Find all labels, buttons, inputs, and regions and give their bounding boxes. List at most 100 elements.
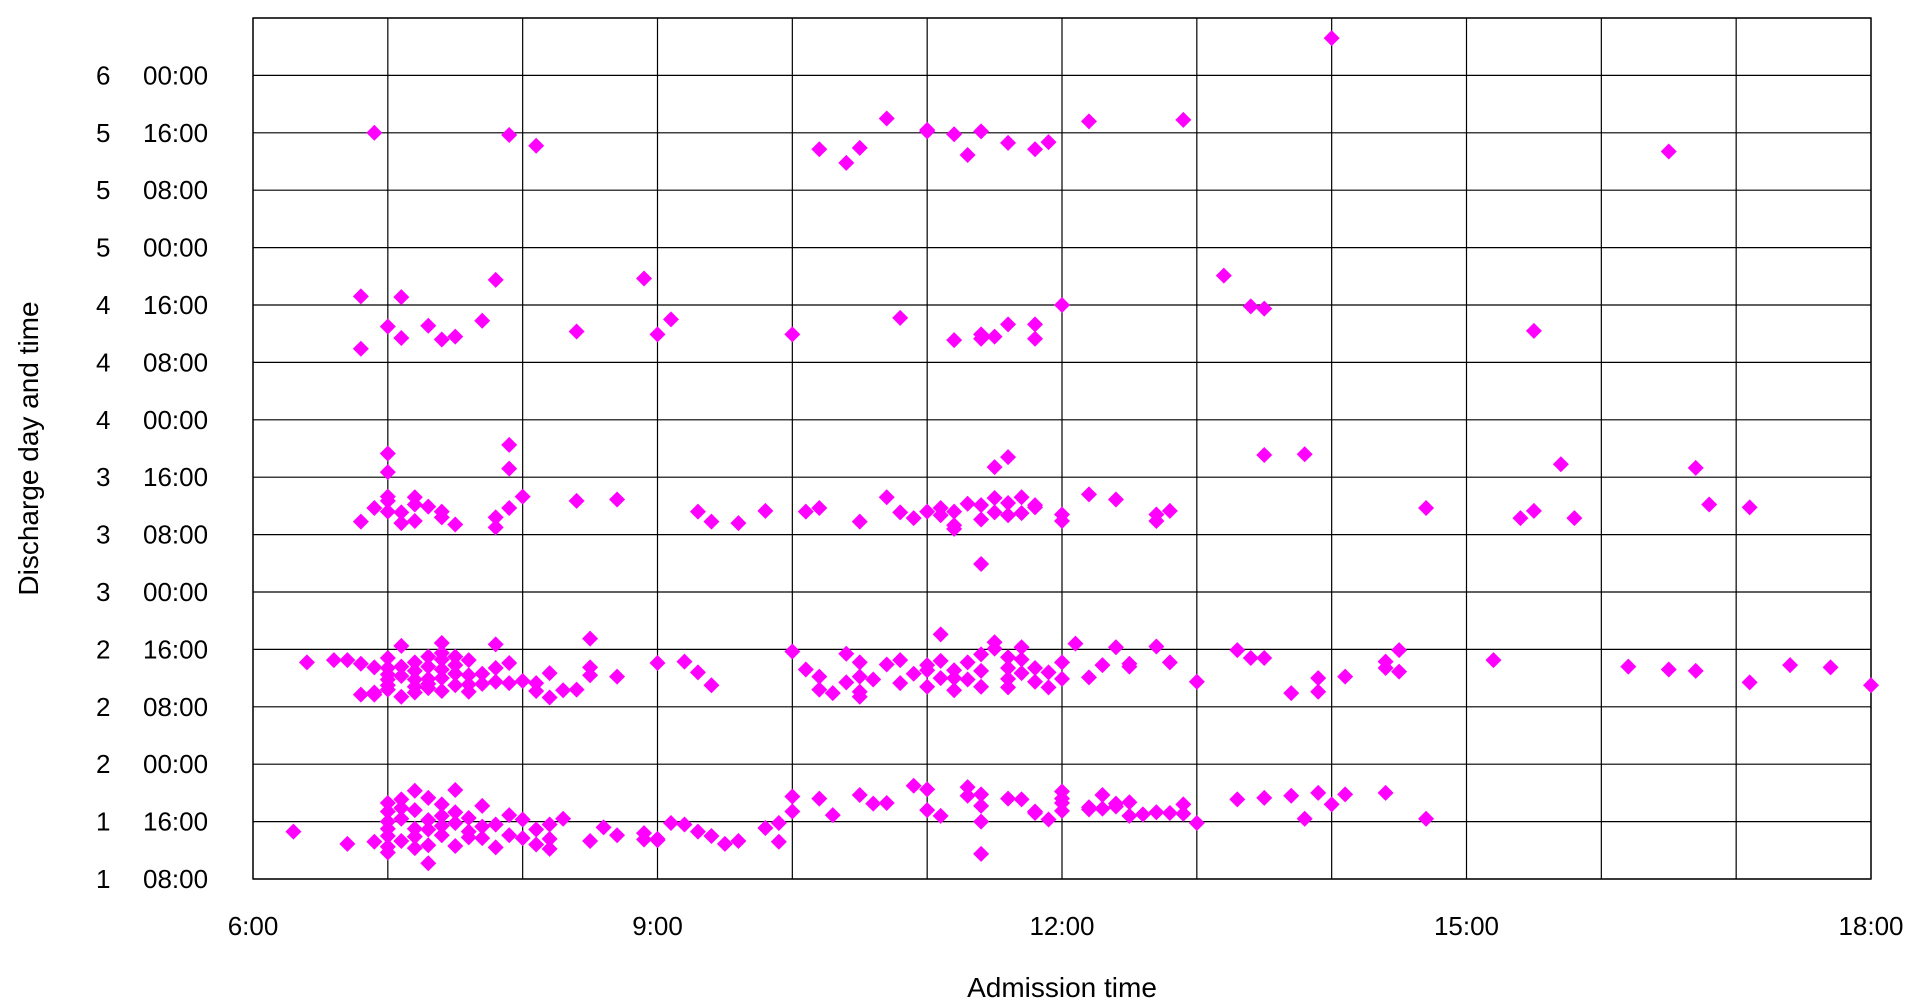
data-point — [649, 830, 666, 847]
data-point — [932, 652, 949, 669]
data-point — [757, 502, 774, 519]
data-point — [973, 330, 990, 347]
data-point — [460, 683, 477, 700]
data-point — [905, 510, 922, 527]
data-point — [1148, 638, 1165, 655]
data-point — [1418, 810, 1435, 827]
data-point — [1054, 802, 1070, 819]
data-point — [1863, 677, 1879, 694]
data-point — [1013, 505, 1030, 522]
data-point — [555, 810, 572, 827]
data-point — [770, 833, 787, 850]
data-point — [1485, 652, 1502, 669]
data-point — [501, 675, 518, 692]
data-point — [986, 634, 1003, 651]
data-point — [393, 637, 410, 654]
data-point — [905, 665, 922, 682]
x-tick-label: 15:00 — [1434, 911, 1499, 941]
data-point — [420, 680, 437, 697]
data-point — [406, 662, 423, 679]
data-point — [1323, 796, 1340, 813]
data-point — [811, 681, 828, 698]
data-point — [366, 686, 383, 703]
data-point — [528, 137, 545, 154]
y-tick-time-label: 08:00 — [143, 347, 208, 377]
data-point — [1323, 30, 1340, 47]
data-point — [784, 803, 801, 820]
data-point — [1525, 322, 1542, 339]
data-point — [433, 807, 450, 824]
data-point — [528, 683, 545, 700]
data-point — [1337, 786, 1354, 803]
data-point — [1027, 673, 1044, 690]
data-points — [285, 30, 1879, 872]
data-point — [1094, 800, 1111, 817]
data-point — [1377, 660, 1394, 677]
data-point — [703, 677, 720, 694]
data-point — [568, 323, 585, 340]
y-tick-time-label: 00:00 — [143, 233, 208, 263]
data-point — [878, 794, 895, 811]
data-point — [609, 668, 626, 685]
data-point — [689, 823, 706, 840]
data-point — [1660, 661, 1677, 678]
data-point — [1741, 674, 1758, 691]
data-point — [959, 779, 976, 796]
data-point — [1148, 804, 1165, 821]
y-tick-day-label: 4 — [96, 405, 110, 435]
data-point — [474, 830, 491, 847]
data-point — [433, 670, 450, 687]
data-point — [1094, 657, 1111, 674]
data-point — [582, 832, 599, 849]
data-point — [716, 835, 733, 852]
data-point — [433, 683, 450, 700]
y-tick-time-label: 16:00 — [143, 807, 208, 837]
data-point — [689, 664, 706, 681]
data-point — [420, 821, 437, 838]
data-point — [1107, 795, 1124, 812]
data-point — [919, 802, 936, 819]
data-point — [919, 678, 936, 695]
data-point — [285, 823, 302, 840]
data-point — [811, 500, 828, 517]
data-point — [1000, 790, 1017, 807]
data-point — [946, 682, 963, 699]
data-point — [352, 340, 369, 357]
data-point — [568, 681, 585, 698]
data-point — [366, 124, 383, 141]
data-point — [1687, 662, 1704, 679]
y-tick-day-label: 1 — [96, 864, 110, 894]
data-point — [973, 646, 990, 663]
data-point — [420, 648, 437, 665]
data-point — [1054, 506, 1070, 523]
data-point — [379, 488, 396, 505]
data-point — [514, 488, 531, 505]
data-point — [973, 497, 990, 514]
data-point — [501, 655, 518, 672]
data-point — [406, 489, 423, 506]
data-point — [892, 675, 909, 692]
data-point — [1027, 316, 1044, 333]
data-point — [1080, 486, 1097, 503]
data-point — [1054, 670, 1070, 687]
data-point — [1296, 810, 1313, 827]
data-point — [487, 660, 504, 677]
x-tick-label: 9:00 — [632, 911, 683, 941]
x-tick-label: 18:00 — [1838, 911, 1903, 941]
data-point — [811, 141, 828, 158]
data-point — [393, 799, 410, 816]
data-point — [325, 652, 342, 669]
data-point — [1283, 787, 1300, 804]
data-point — [1660, 143, 1677, 160]
data-point — [487, 816, 504, 833]
data-point — [582, 630, 599, 647]
data-point — [1620, 658, 1637, 675]
y-tick-time-label: 08:00 — [143, 175, 208, 205]
data-point — [433, 331, 450, 348]
data-point — [811, 668, 828, 685]
data-point — [1391, 642, 1408, 659]
data-point — [838, 645, 855, 662]
data-point — [959, 671, 976, 688]
data-point — [406, 828, 423, 845]
data-point — [433, 817, 450, 834]
